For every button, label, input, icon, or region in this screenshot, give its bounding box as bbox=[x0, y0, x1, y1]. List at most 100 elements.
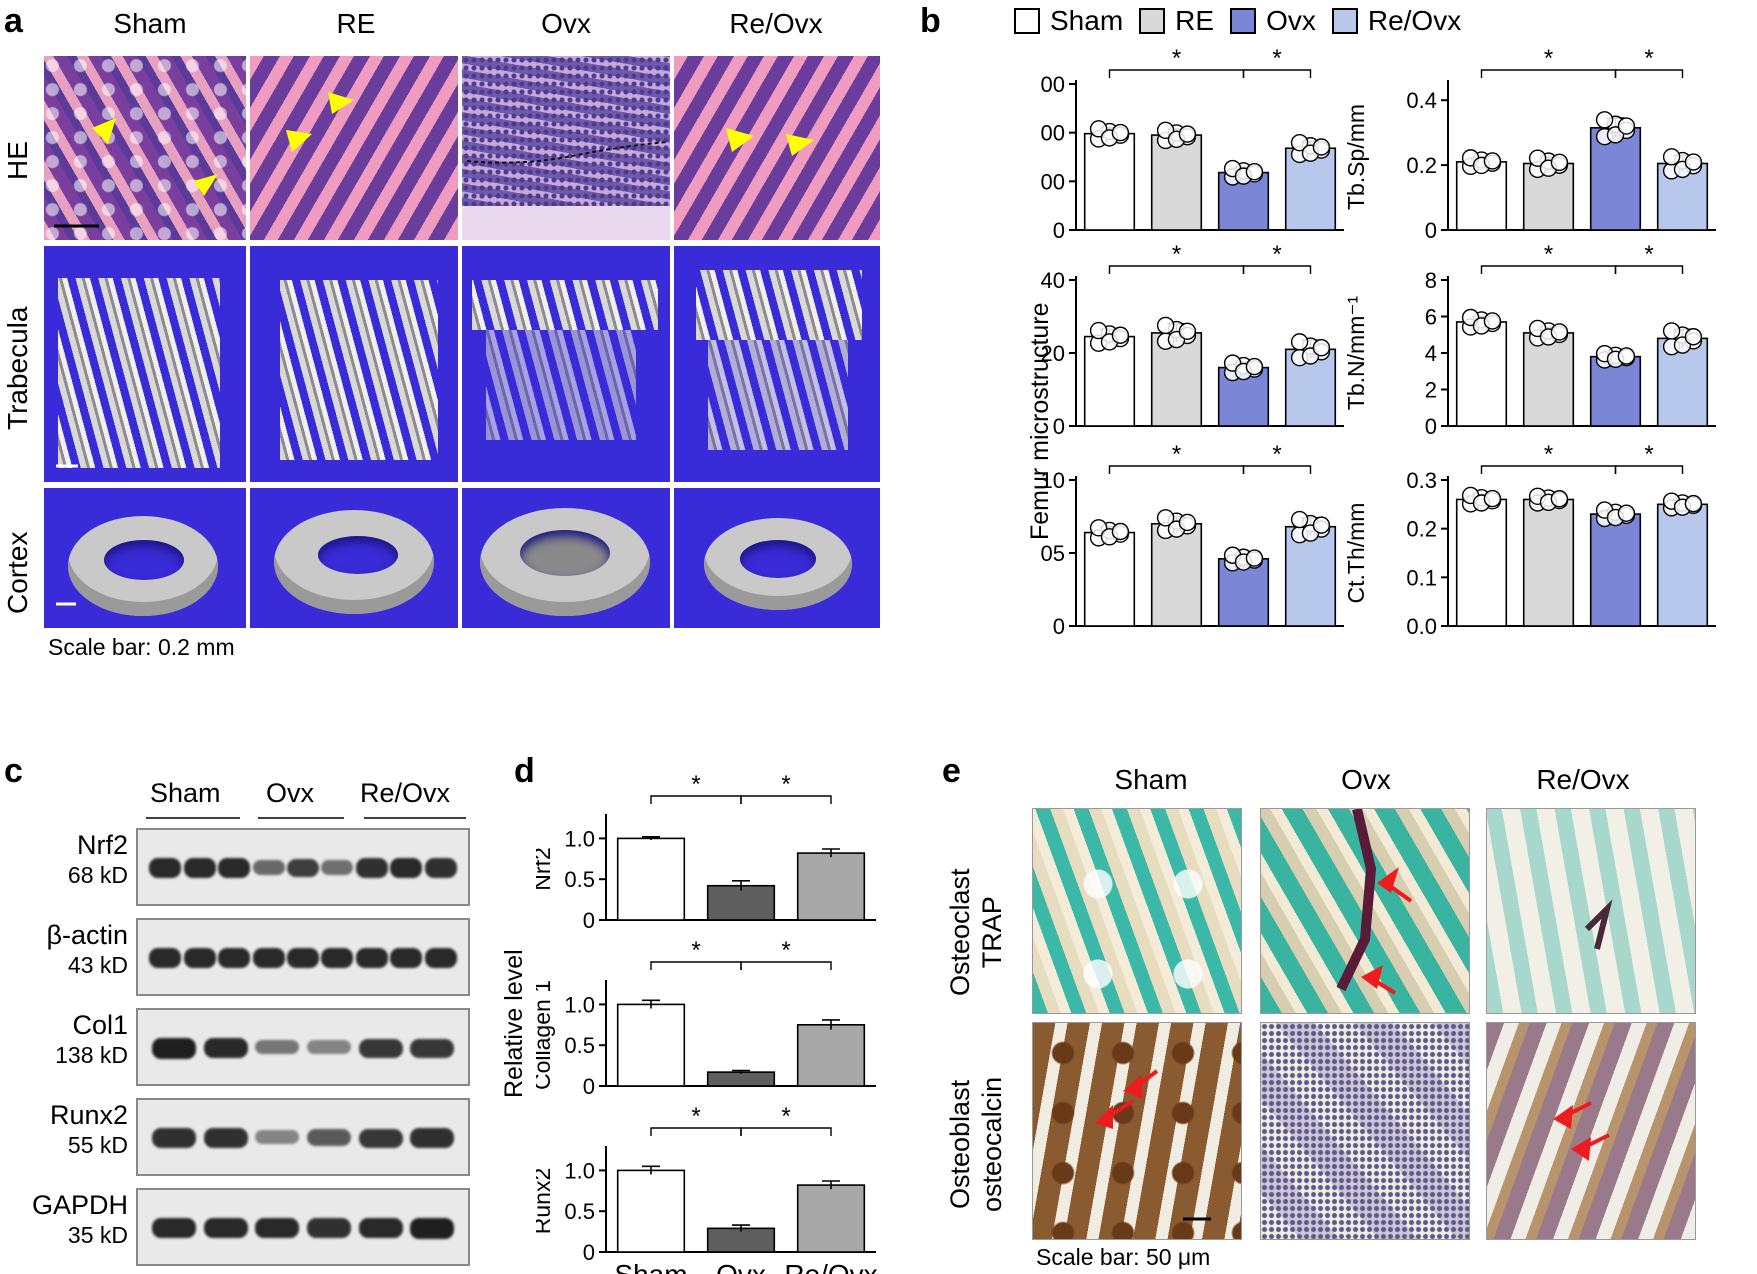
blot-band-1-3 bbox=[252, 948, 285, 969]
blot-band-4-2 bbox=[255, 1218, 300, 1239]
e-row-title-osteoclast-line2: TRAP bbox=[977, 896, 1007, 969]
blot-image-3 bbox=[136, 1098, 470, 1176]
b-chart-2-bar-1 bbox=[1150, 332, 1203, 427]
b-chart-1-point-0-5 bbox=[1483, 152, 1502, 170]
blot-band-2-0 bbox=[151, 1038, 196, 1059]
b-chart-5-bar-2 bbox=[1589, 513, 1642, 627]
legend-label-ovx: Ovx bbox=[1266, 5, 1316, 36]
cortex-image-sham bbox=[44, 488, 246, 628]
blot-band-1-4 bbox=[287, 948, 319, 969]
b-chart-3-point-2-5 bbox=[1617, 347, 1636, 365]
b-chart-3-point-0-5 bbox=[1483, 312, 1502, 330]
blot-band-1-1 bbox=[183, 948, 216, 969]
b-chart-5-ylabel: Ct.Th/mm bbox=[1343, 503, 1369, 604]
b-chart-0-ytick-label: 100 bbox=[1040, 169, 1065, 194]
blot-band-0-7 bbox=[390, 858, 423, 879]
panel-label-a: a bbox=[4, 2, 23, 40]
blot-protein-1: β-actin bbox=[46, 920, 128, 950]
d-chart-2-xtick-label-2: Re/Ovx bbox=[784, 1259, 877, 1274]
d-chart-0-bar-1 bbox=[706, 884, 776, 921]
b-chart-3-point-3-5 bbox=[1684, 328, 1703, 346]
b-chart-2-sig-star-1: * bbox=[1272, 241, 1281, 268]
panel-b-charts: 0100200300BMD/(mg·ccm⁻¹)**00.20.4Tb.Sp/m… bbox=[1040, 45, 1716, 639]
b-chart-0-ytick-label: 200 bbox=[1040, 121, 1065, 146]
d-chart-0-sig-bracket-1 bbox=[740, 795, 832, 804]
b-chart-2-point-2-5 bbox=[1245, 357, 1264, 376]
b-chart-4-point-2-5 bbox=[1245, 549, 1264, 567]
b-chart-4-point-1-3 bbox=[1156, 509, 1175, 527]
b-chart-3-ylabel: Tb.N/mm⁻¹ bbox=[1343, 295, 1369, 410]
relative-level-ylabel: Relative level bbox=[500, 949, 528, 1098]
blot-band-2-4 bbox=[358, 1038, 403, 1058]
he-image-reovx bbox=[674, 56, 880, 240]
blot-protein-0: Nrf2 bbox=[76, 830, 128, 860]
b-chart-5-ytick-label: 0.1 bbox=[1406, 565, 1437, 590]
d-chart-1-sig-bracket-1 bbox=[740, 961, 832, 970]
blot-label-3: Runx2 55 kD bbox=[8, 1100, 128, 1160]
legend-b: Sham RE Ovx Re/Ovx bbox=[1014, 4, 1461, 38]
b-chart-4-ytick-label: 0.05 bbox=[1040, 541, 1065, 566]
b-chart-0-point-1-5 bbox=[1178, 125, 1197, 143]
trabecula-image-ovx bbox=[462, 246, 670, 482]
blot-image-1 bbox=[136, 918, 470, 996]
panel-label-b: b bbox=[920, 2, 941, 40]
d-chart-1-bar-0 bbox=[616, 1003, 686, 1087]
b-chart-1-point-3-5 bbox=[1684, 153, 1703, 171]
osteocalcin-image-ovx bbox=[1260, 1022, 1470, 1240]
d-chart-1-ytick-label: 0 bbox=[583, 1074, 595, 1099]
trabecula-image-re bbox=[250, 246, 458, 482]
b-chart-3-ytick-label: 2 bbox=[1425, 378, 1437, 403]
d-chart-2-bar-2 bbox=[796, 1184, 866, 1253]
col-title-reovx: Re/Ovx bbox=[729, 8, 823, 39]
d-chart-0-sig-star-0: * bbox=[691, 771, 700, 798]
e-col-title-sham: Sham bbox=[1114, 764, 1188, 795]
b-chart-2-ytick-label: 0 bbox=[1053, 414, 1065, 439]
blot-band-4-1 bbox=[203, 1218, 248, 1239]
b-chart-5-ytick-label: 0.3 bbox=[1406, 468, 1437, 493]
blot-band-0-2 bbox=[218, 858, 251, 879]
he-image-ovx bbox=[462, 56, 670, 240]
blot-band-1-2 bbox=[218, 948, 251, 969]
he-image-sham bbox=[44, 56, 246, 240]
legend-label-reovx: Re/Ovx bbox=[1367, 5, 1462, 36]
blot-band-3-0 bbox=[151, 1128, 196, 1148]
cortex-image-ovx bbox=[462, 488, 670, 628]
b-chart-2-sig-star-0: * bbox=[1172, 241, 1181, 268]
b-chart-1-point-2-5 bbox=[1617, 117, 1636, 135]
b-chart-2-point-0-3 bbox=[1089, 321, 1108, 340]
col-title-sham: Sham bbox=[113, 8, 187, 39]
b-chart-1-ytick-label: 0 bbox=[1425, 218, 1437, 243]
blot-band-1-0 bbox=[149, 948, 182, 969]
b-chart-1-point-1-5 bbox=[1550, 153, 1569, 172]
b-chart-5-bar-1 bbox=[1522, 498, 1575, 627]
b-chart-0-ytick-label: 300 bbox=[1040, 72, 1065, 97]
blot-protein-3: Runx2 bbox=[49, 1100, 128, 1130]
blot-image-2 bbox=[136, 1008, 470, 1086]
d-chart-2-ytick-label: 0.5 bbox=[564, 1199, 595, 1224]
blot-kd-1: 43 kD bbox=[67, 952, 128, 978]
blot-group-sham: Sham bbox=[150, 778, 221, 808]
blot-band-3-3 bbox=[306, 1129, 351, 1146]
blot-group-reovx: Re/Ovx bbox=[360, 778, 451, 808]
e-row-title-osteoblast-line2: osteocalcin bbox=[977, 1076, 1007, 1212]
blot-band-1-5 bbox=[321, 948, 354, 969]
panel-label-c: c bbox=[4, 752, 23, 790]
d-chart-2-sig-star-0: * bbox=[691, 1103, 700, 1130]
e-col-title-ovx: Ovx bbox=[1341, 764, 1391, 795]
d-chart-0-ytick-label: 1.0 bbox=[564, 826, 595, 851]
blot-band-0-5 bbox=[321, 859, 354, 875]
blot-image-0 bbox=[136, 828, 470, 906]
e-row-title-osteoclast-line1: Osteoclast bbox=[945, 868, 975, 996]
b-chart-1-point-3-3 bbox=[1662, 148, 1681, 166]
b-chart-2-point-1-5 bbox=[1178, 322, 1197, 340]
b-chart-0-point-0-5 bbox=[1111, 123, 1130, 142]
d-chart-1-sig-star-1: * bbox=[781, 937, 790, 964]
b-chart-3-sig-star-1: * bbox=[1644, 241, 1653, 268]
b-chart-0-sig-star-1: * bbox=[1272, 45, 1281, 72]
d-chart-2-sig-bracket-1 bbox=[740, 1127, 832, 1136]
blot-band-3-1 bbox=[203, 1128, 248, 1148]
b-chart-3-sig-star-0: * bbox=[1544, 241, 1553, 268]
b-chart-0-ytick-label: 0 bbox=[1053, 218, 1065, 243]
b-chart-5-bar-3 bbox=[1656, 503, 1709, 627]
b-chart-4-sig-star-1: * bbox=[1272, 441, 1281, 468]
